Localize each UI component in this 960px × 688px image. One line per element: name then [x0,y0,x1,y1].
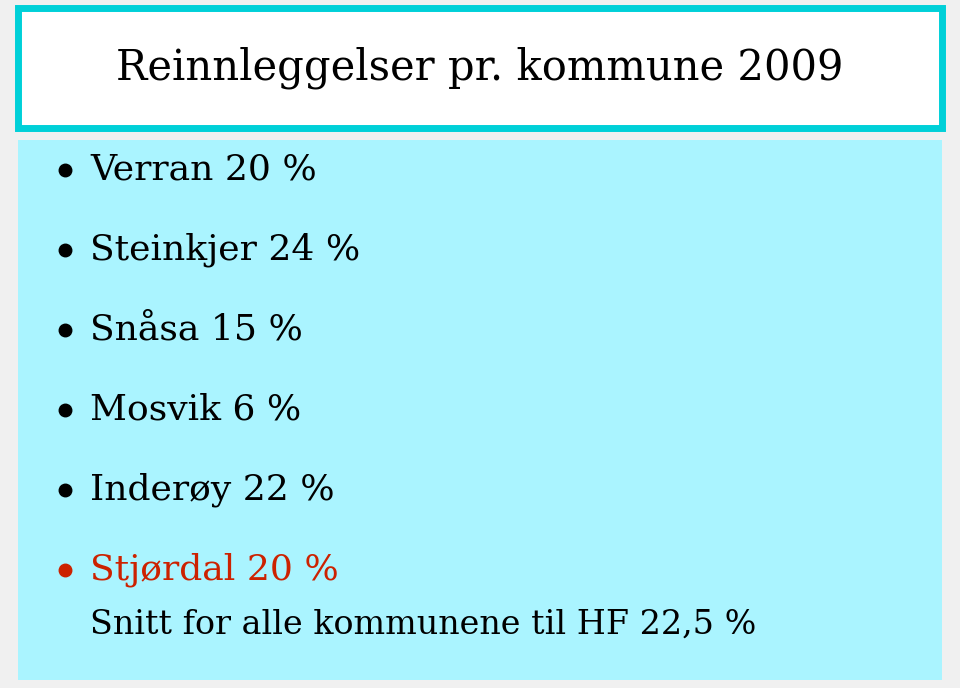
Text: Reinnleggelser pr. kommune 2009: Reinnleggelser pr. kommune 2009 [116,47,844,89]
Text: Snåsa 15 %: Snåsa 15 % [90,313,302,347]
Text: Inderøy 22 %: Inderøy 22 % [90,473,335,507]
Text: Mosvik 6 %: Mosvik 6 % [90,393,301,427]
Text: Snitt for alle kommunene til HF 22,5 %: Snitt for alle kommunene til HF 22,5 % [90,609,756,641]
Bar [18,140,942,680]
Bar [18,8,942,128]
Text: Verran 20 %: Verran 20 % [90,153,317,187]
Text: Stjørdal 20 %: Stjørdal 20 % [90,552,339,588]
Text: Steinkjer 24 %: Steinkjer 24 % [90,233,360,267]
